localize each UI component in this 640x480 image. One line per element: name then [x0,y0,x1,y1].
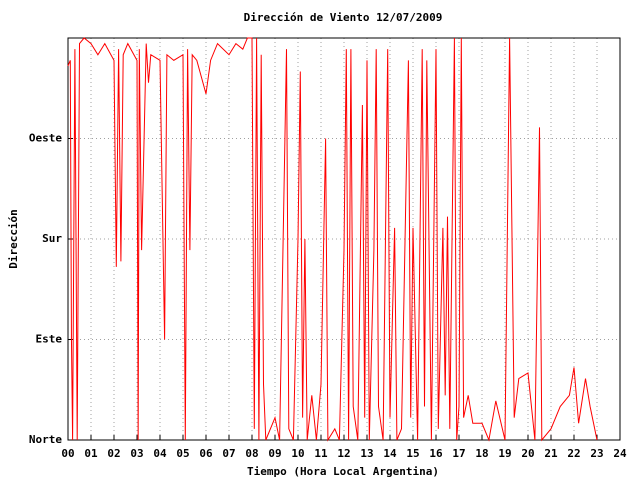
x-tick-label: 04 [153,447,167,460]
x-tick-label: 01 [84,447,98,460]
x-tick-label: 15 [406,447,419,460]
x-tick-label: 20 [521,447,534,460]
data-line [67,37,598,442]
x-tick-label: 21 [544,447,558,460]
x-tick-label: 19 [498,447,511,460]
y-tick-label: Oeste [29,132,62,145]
y-axis-label: Dirección [7,209,20,269]
x-tick-label: 14 [383,447,397,460]
x-tick-label: 06 [199,447,213,460]
x-tick-label: 00 [61,447,74,460]
x-tick-label: 03 [130,447,143,460]
y-tick-label: Norte [29,433,62,446]
x-tick-label: 12 [337,447,350,460]
y-tick-label: Sur [42,232,62,245]
x-tick-label: 05 [176,447,189,460]
x-tick-label: 24 [613,447,627,460]
plot-frame [67,37,621,441]
x-tick-label: 16 [429,447,443,460]
chart-title: Dirección de Viento 12/07/2009 [244,11,443,24]
x-tick-label: 02 [107,447,120,460]
x-tick-label: 13 [360,447,373,460]
x-tick-label: 10 [291,447,304,460]
x-tick-label: 09 [268,447,281,460]
x-tick-label: 08 [245,447,258,460]
x-tick-label: 23 [590,447,603,460]
x-tick-label: 11 [314,447,328,460]
x-tick-label: 22 [567,447,580,460]
x-tick-label: 07 [222,447,235,460]
y-tick-label: Este [36,333,63,346]
x-tick-label: 17 [452,447,465,460]
x-axis-label: Tiempo (Hora Local Argentina) [247,465,439,478]
x-tick-label: 18 [475,447,488,460]
